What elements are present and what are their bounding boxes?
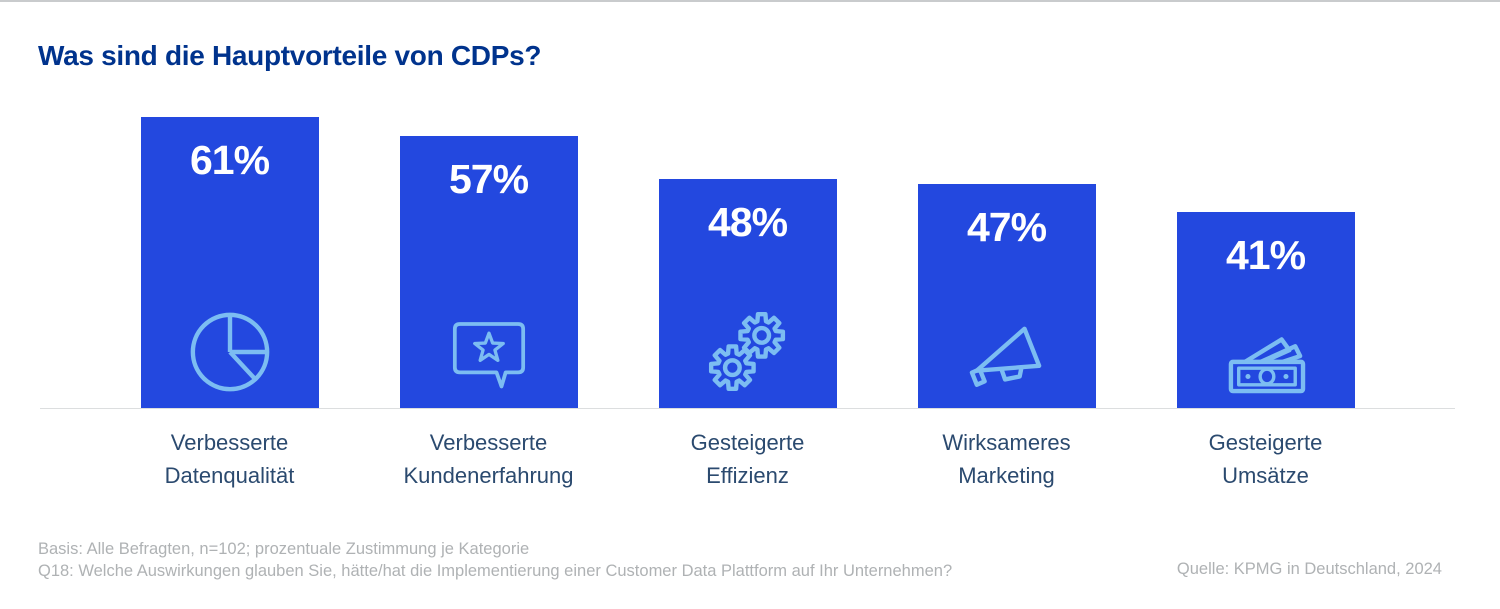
bar: 41% [1176,212,1355,408]
banknotes-icon [1221,319,1311,395]
footnote-question: Q18: Welche Auswirkungen glauben Sie, hä… [38,562,953,580]
category-label-umsaetze: Gesteigerte Umsätze [1208,430,1323,488]
pie-chart-icon [187,309,273,395]
bar-column-datenqualitaet: 61% [100,117,359,408]
bar-value-label: 57% [448,156,529,202]
bar: 47% [917,184,1096,408]
category-label-kundenerfahrung: Verbesserte Kundenerfahrung [403,430,574,488]
footnotes: Basis: Alle Befragten, n=102; prozentual… [38,538,952,582]
card-top-border [0,0,1500,2]
bar-column-kundenerfahrung: 57% [359,136,618,408]
bar: 48% [658,179,837,408]
bar: 57% [399,136,578,408]
bar-value-label: 61% [189,137,270,183]
chart-baseline [40,408,1455,409]
bar-column-effizienz: 48% [618,179,877,408]
megaphone-icon [960,321,1054,395]
bar-chart: 61% 57% [100,0,1395,408]
chart-title: Was sind die Hauptvorteile von CDPs? [38,40,542,71]
category-labels: Verbesserte Datenqualität Verbesserte Ku… [100,426,1395,492]
gears-icon [705,309,791,395]
bar: 61% [140,117,319,408]
bar-value-label: 41% [1225,232,1306,278]
source-note: Quelle: KPMG in Deutschland, 2024 [1176,560,1442,578]
bar-column-marketing: 47% [877,184,1136,408]
category-label-marketing: Wirksameres Marketing [942,430,1071,488]
footnote-basis: Basis: Alle Befragten, n=102; prozentual… [38,540,530,558]
category-label-datenqualitaet: Verbesserte Datenqualität [164,430,295,488]
speech-bubble-star-icon [449,318,529,395]
bar-value-label: 47% [966,204,1047,250]
bar-value-label: 48% [707,199,788,245]
category-label-effizienz: Gesteigerte Effizienz [690,430,805,488]
bar-column-umsaetze: 41% [1136,212,1395,408]
